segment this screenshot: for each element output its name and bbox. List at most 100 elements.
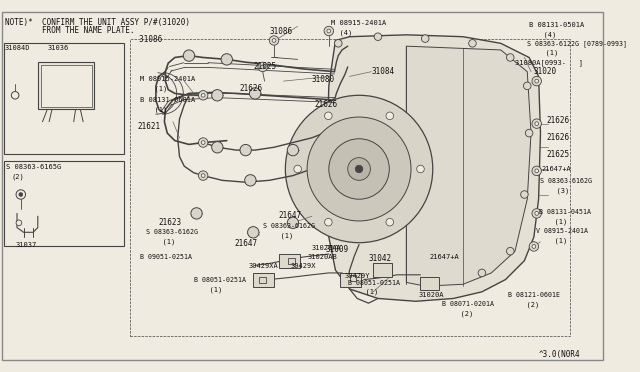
Circle shape bbox=[374, 33, 381, 41]
Bar bbox=[259, 277, 266, 283]
Bar bbox=[131, 39, 570, 336]
Circle shape bbox=[535, 169, 539, 173]
Circle shape bbox=[506, 54, 514, 61]
Text: 31020AA: 31020AA bbox=[312, 244, 342, 251]
Circle shape bbox=[524, 82, 531, 90]
Circle shape bbox=[532, 244, 536, 248]
Text: S 08363-6122G [0789-0993]: S 08363-6122G [0789-0993] bbox=[527, 41, 627, 47]
Text: 21625: 21625 bbox=[253, 62, 276, 71]
Circle shape bbox=[287, 144, 299, 156]
Circle shape bbox=[19, 193, 22, 196]
Text: (1): (1) bbox=[357, 289, 378, 295]
Text: 31086: 31086 bbox=[4, 35, 162, 44]
Text: 21626: 21626 bbox=[546, 133, 570, 142]
Circle shape bbox=[16, 190, 26, 199]
Circle shape bbox=[12, 92, 19, 99]
Circle shape bbox=[240, 144, 252, 156]
Circle shape bbox=[285, 95, 433, 243]
Text: 21625: 21625 bbox=[546, 150, 570, 159]
Bar bbox=[349, 275, 356, 282]
Bar bbox=[279, 254, 300, 268]
Bar bbox=[40, 65, 92, 107]
Text: (4): (4) bbox=[331, 29, 352, 36]
Text: 31036: 31036 bbox=[47, 45, 68, 51]
Text: S 08363-6162G: S 08363-6162G bbox=[541, 179, 593, 185]
Text: B 09051-0251A: B 09051-0251A bbox=[140, 254, 192, 260]
Circle shape bbox=[421, 35, 429, 42]
Text: 21626: 21626 bbox=[239, 84, 262, 93]
Text: ^3.0(N0R4: ^3.0(N0R4 bbox=[539, 350, 580, 359]
Text: (1): (1) bbox=[201, 286, 223, 293]
Circle shape bbox=[535, 79, 539, 83]
Text: 30429Y: 30429Y bbox=[345, 273, 371, 279]
Circle shape bbox=[532, 166, 541, 176]
Text: B 08131-0501A: B 08131-0501A bbox=[529, 22, 584, 28]
Circle shape bbox=[335, 39, 342, 47]
Text: (1): (1) bbox=[546, 237, 568, 244]
Text: (1): (1) bbox=[147, 107, 168, 113]
Text: (2): (2) bbox=[452, 311, 473, 317]
Text: 31080A[0993-   ]: 31080A[0993- ] bbox=[515, 60, 583, 66]
Circle shape bbox=[272, 39, 276, 42]
Circle shape bbox=[212, 142, 223, 153]
Circle shape bbox=[417, 165, 424, 173]
Text: M 08915-2401A: M 08915-2401A bbox=[331, 20, 386, 26]
Circle shape bbox=[294, 165, 301, 173]
Text: B 08131-0601A: B 08131-0601A bbox=[140, 97, 195, 103]
Polygon shape bbox=[327, 35, 541, 301]
Text: B 08071-0201A: B 08071-0201A bbox=[442, 301, 494, 307]
Text: 21621: 21621 bbox=[137, 122, 160, 131]
Text: 31084D: 31084D bbox=[4, 45, 30, 51]
Circle shape bbox=[525, 129, 533, 137]
Circle shape bbox=[212, 90, 223, 101]
Circle shape bbox=[327, 29, 331, 33]
Circle shape bbox=[244, 175, 256, 186]
Bar bbox=[253, 273, 274, 287]
Polygon shape bbox=[406, 46, 531, 286]
Text: 21647+A: 21647+A bbox=[430, 254, 460, 260]
Circle shape bbox=[506, 247, 514, 255]
Bar bbox=[4, 161, 124, 247]
Circle shape bbox=[201, 93, 205, 97]
Text: 21626: 21626 bbox=[315, 100, 338, 109]
Text: 30429X: 30429X bbox=[291, 263, 317, 269]
Circle shape bbox=[324, 26, 333, 36]
Circle shape bbox=[532, 76, 541, 86]
Circle shape bbox=[16, 220, 22, 226]
Circle shape bbox=[478, 269, 486, 277]
Text: 21647+A: 21647+A bbox=[541, 166, 571, 172]
Circle shape bbox=[307, 117, 411, 221]
Circle shape bbox=[386, 218, 394, 226]
Text: (2): (2) bbox=[12, 174, 24, 180]
Bar bbox=[131, 39, 570, 336]
Text: 31042: 31042 bbox=[369, 254, 392, 263]
Text: (3): (3) bbox=[548, 188, 570, 195]
Circle shape bbox=[532, 119, 541, 128]
Circle shape bbox=[348, 158, 371, 180]
Circle shape bbox=[324, 218, 332, 226]
Circle shape bbox=[529, 242, 539, 251]
Text: 30429XA: 30429XA bbox=[248, 263, 278, 269]
Circle shape bbox=[260, 65, 264, 69]
Text: 31020: 31020 bbox=[534, 67, 557, 76]
Text: (2): (2) bbox=[518, 301, 539, 308]
Circle shape bbox=[287, 217, 299, 228]
Circle shape bbox=[221, 54, 232, 65]
Text: (1): (1) bbox=[537, 50, 558, 57]
Circle shape bbox=[324, 112, 332, 119]
Circle shape bbox=[183, 50, 195, 61]
Text: 31009: 31009 bbox=[326, 244, 349, 254]
Circle shape bbox=[355, 165, 363, 173]
Text: (1): (1) bbox=[272, 232, 293, 239]
Text: 21626: 21626 bbox=[546, 116, 570, 125]
Text: NOTE)*  CONFIRM THE UNIT ASSY P/#(31020): NOTE)* CONFIRM THE UNIT ASSY P/#(31020) bbox=[4, 18, 189, 27]
Circle shape bbox=[191, 208, 202, 219]
Circle shape bbox=[532, 209, 541, 218]
Text: 31020AB: 31020AB bbox=[307, 254, 337, 260]
Bar bbox=[288, 258, 295, 264]
Circle shape bbox=[468, 39, 476, 47]
Text: 21647: 21647 bbox=[234, 239, 257, 248]
Text: 21623: 21623 bbox=[159, 218, 182, 227]
Text: V 08915-2401A: V 08915-2401A bbox=[536, 228, 588, 234]
Bar bbox=[38, 62, 95, 109]
